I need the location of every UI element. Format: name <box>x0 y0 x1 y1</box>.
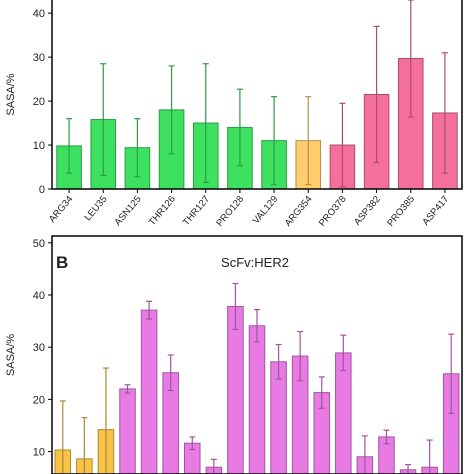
error-bar <box>318 376 325 409</box>
y-tick-label: 0 <box>39 184 45 196</box>
error-bar <box>124 384 131 394</box>
error-bar <box>254 308 260 343</box>
error-bar <box>448 333 455 415</box>
y-axis-label: SASA/% <box>5 334 17 376</box>
error-bar <box>441 52 448 174</box>
bar <box>140 309 158 474</box>
error-bar <box>271 96 278 186</box>
plot-frame <box>51 0 463 190</box>
y-tick-label: 40 <box>33 290 45 302</box>
bar <box>227 305 244 474</box>
error-bar <box>236 88 243 167</box>
error-bar <box>189 436 196 451</box>
error-bar <box>407 0 414 118</box>
x-tick-label: LEU35 <box>82 194 109 223</box>
error-bar <box>232 282 239 331</box>
error-bar <box>297 330 304 382</box>
x-tick-label: THR127 <box>181 194 212 228</box>
error-bar <box>339 102 346 188</box>
y-tick-label: 30 <box>33 52 45 64</box>
y-axis-label: SASA/% <box>5 73 17 115</box>
panel-label: B <box>56 253 68 272</box>
x-tick-label: PRO385 <box>385 194 417 229</box>
y-tick-label: 40 <box>33 8 45 20</box>
y-tick-label: 20 <box>33 96 45 108</box>
x-tick-label: ASP382 <box>352 194 383 228</box>
y-tick-label: 10 <box>33 447 45 459</box>
error-bar <box>373 25 380 164</box>
x-tick-label: PRO378 <box>317 194 349 229</box>
y-tick-label: 30 <box>33 342 45 354</box>
x-tick-label: ASN125 <box>113 194 144 228</box>
bar <box>119 388 136 474</box>
error-bar <box>202 63 209 184</box>
error-bar <box>168 65 175 155</box>
x-tick-label: PRO128 <box>214 194 246 229</box>
error-bar <box>383 429 390 445</box>
error-bar <box>134 118 141 178</box>
error-bar <box>426 439 433 474</box>
plot-frame <box>51 235 463 474</box>
error-bar <box>81 417 88 474</box>
error-bar <box>405 464 412 474</box>
error-bar <box>210 458 217 474</box>
x-tick-label: VAL129 <box>251 194 281 226</box>
bar <box>248 325 266 474</box>
error-bar <box>361 435 368 474</box>
error-bar <box>305 96 312 186</box>
x-tick-label: ARG354 <box>283 194 315 229</box>
error-bar <box>275 343 282 380</box>
error-bar <box>146 300 153 320</box>
x-tick-label: ASP417 <box>420 194 451 228</box>
chart-title: ScFv:HER2 <box>221 255 289 270</box>
y-tick-label: 20 <box>33 394 45 406</box>
x-tick-label: THR126 <box>147 194 178 228</box>
y-tick-label: 10 <box>33 140 45 152</box>
error-bar <box>102 367 109 474</box>
error-bar <box>340 334 347 372</box>
error-bar <box>167 354 174 392</box>
y-tick-label: 50 <box>33 238 45 250</box>
x-tick-label: ARG34 <box>47 194 75 225</box>
error-bar <box>100 63 107 176</box>
error-bar <box>66 118 73 174</box>
error-bar <box>59 400 66 474</box>
